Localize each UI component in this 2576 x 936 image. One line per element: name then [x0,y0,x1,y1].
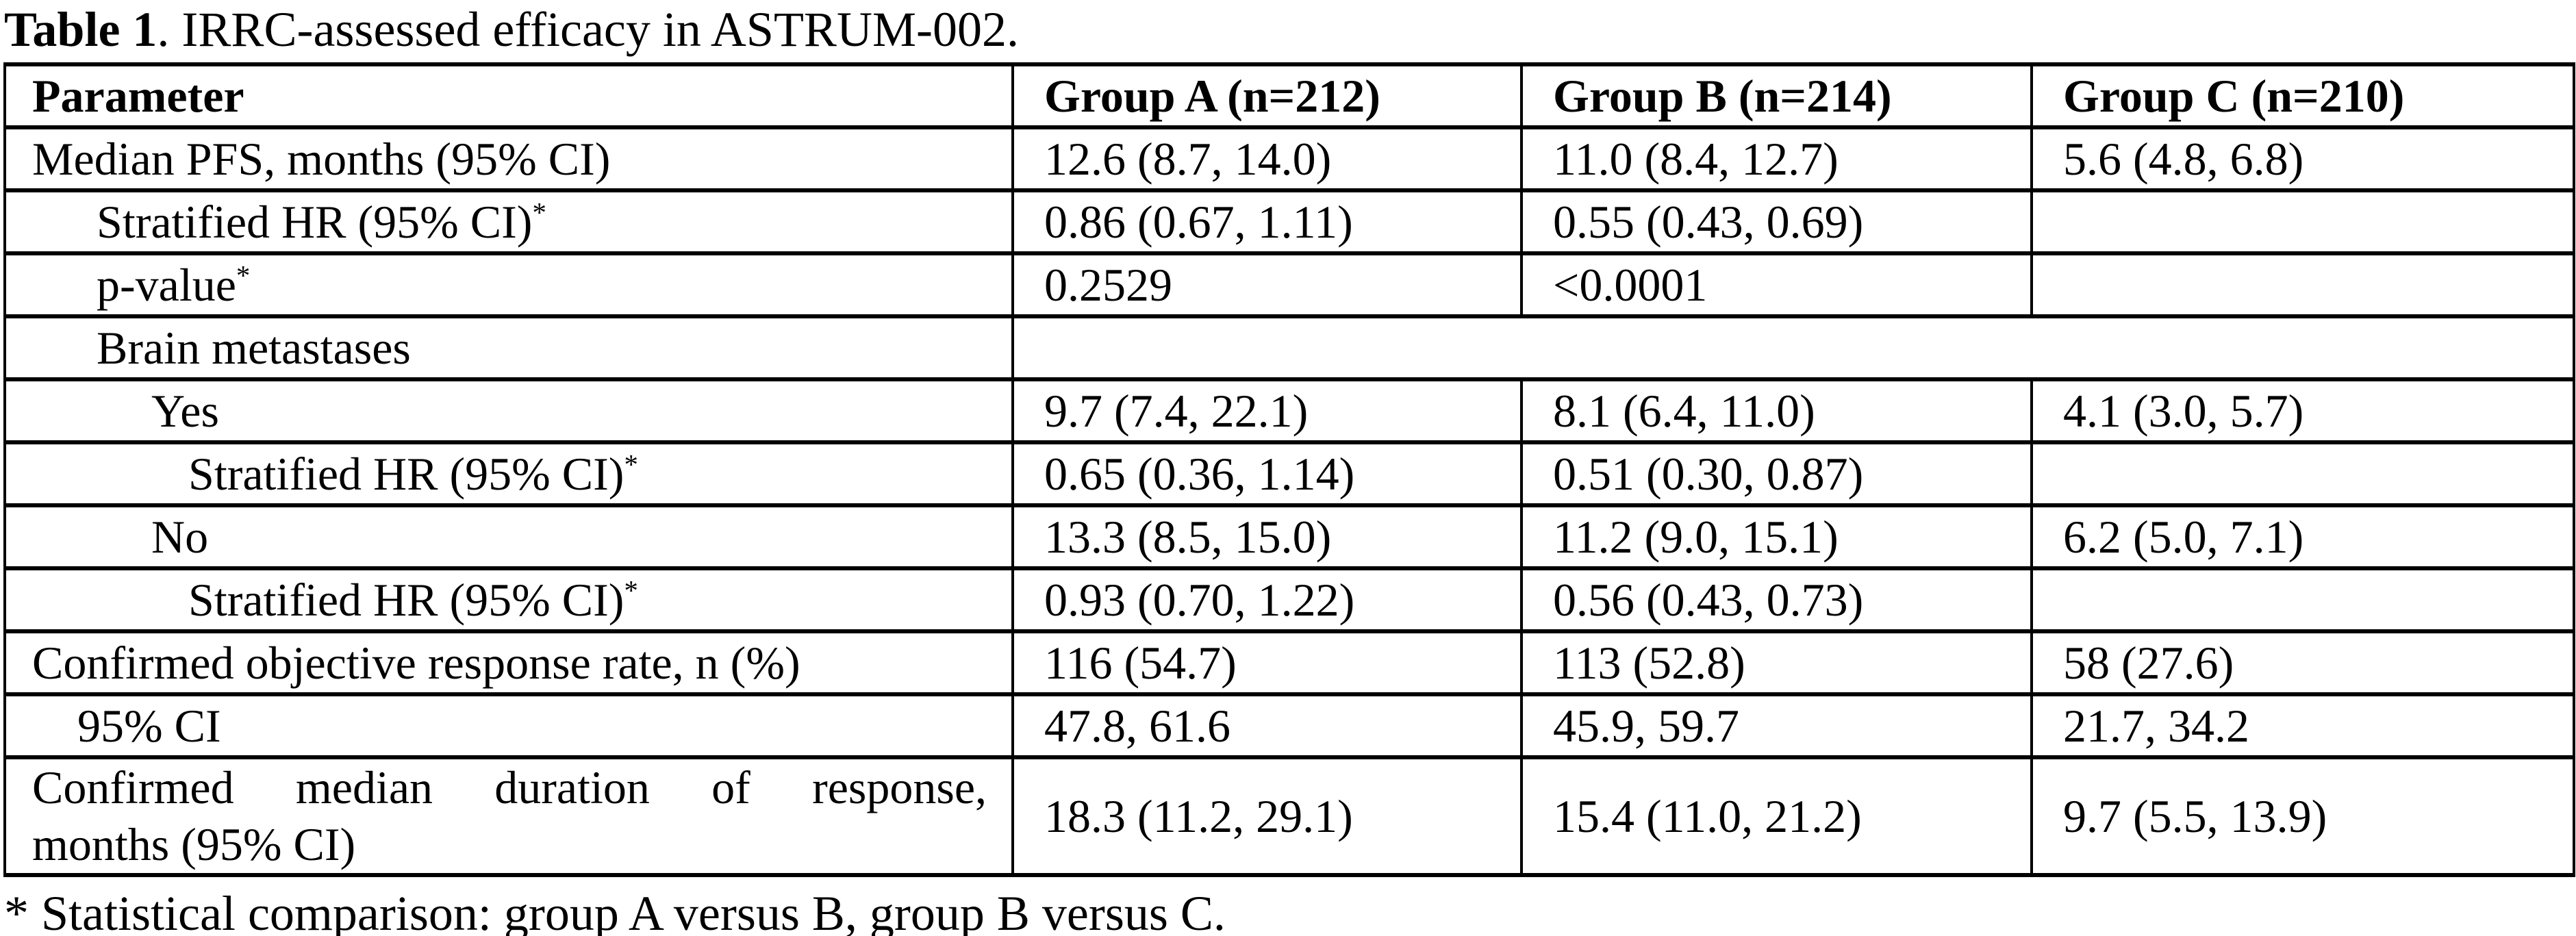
param-cell: Confirmed objective response rate, n (%) [3,629,1014,697]
value-cell-c [2030,440,2575,508]
merged-empty-cell [1011,314,2575,382]
table-row: Stratified HR (95% CI)* 0.86 (0.67, 1.11… [3,188,2575,256]
asterisk-superscript: * [624,575,638,607]
table-row: Stratified HR (95% CI)* 0.65 (0.36, 1.14… [3,440,2575,508]
value-cell-b: 11.0 (8.4, 12.7) [1520,125,2033,193]
value-cell-b: 0.56 (0.43, 0.73) [1520,566,2033,634]
value-cell-a: 47.8, 61.6 [1011,692,1523,760]
value-cell-a: 0.93 (0.70, 1.22) [1011,566,1523,634]
value-cell-b: 45.9, 59.7 [1520,692,2033,760]
col-header-group-b: Group B (n=214) [1520,62,2033,130]
table-row: No 13.3 (8.5, 15.0) 11.2 (9.0, 15.1) 6.2… [3,503,2575,571]
table-row: p-value* 0.2529 <0.0001 [3,251,2575,319]
caption-label: Table 1 [4,2,157,57]
table-row: Brain metastases [3,314,2575,382]
value-cell-c [2030,251,2575,319]
value-cell-a: 18.3 (11.2, 29.1) [1011,755,1523,878]
table-row: Yes 9.7 (7.4, 22.1) 8.1 (6.4, 11.0) 4.1 … [3,377,2575,445]
value-cell-b: <0.0001 [1520,251,2033,319]
value-cell-c: 21.7, 34.2 [2030,692,2575,760]
param-text-line2: months (95% CI) [32,818,356,871]
header-row: Parameter Group A (n=212) Group B (n=214… [3,62,2575,130]
asterisk-superscript: * [236,260,251,292]
table-row: 95% CI 47.8, 61.6 45.9, 59.7 21.7, 34.2 [3,692,2575,760]
param-cell: No [3,503,1014,571]
value-cell-c: 5.6 (4.8, 6.8) [2030,125,2575,193]
param-cell: p-value* [3,251,1014,319]
value-cell-a: 116 (54.7) [1011,629,1523,697]
value-cell-b: 15.4 (11.0, 21.2) [1520,755,2033,878]
param-text: Stratified HR (95% CI) [188,573,624,626]
value-cell-c: 4.1 (3.0, 5.7) [2030,377,2575,445]
table-row: Stratified HR (95% CI)* 0.93 (0.70, 1.22… [3,566,2575,634]
param-text: p-value [97,258,236,311]
value-cell-c [2030,188,2575,256]
col-header-group-c: Group C (n=210) [2030,62,2575,130]
asterisk-superscript: * [532,197,546,229]
value-cell-a: 9.7 (7.4, 22.1) [1011,377,1523,445]
value-cell-a: 13.3 (8.5, 15.0) [1011,503,1523,571]
value-cell-c [2030,566,2575,634]
value-cell-b: 0.51 (0.30, 0.87) [1520,440,2033,508]
param-cell: Stratified HR (95% CI)* [3,440,1014,508]
col-header-parameter: Parameter [3,62,1014,130]
table-row: Confirmed objective response rate, n (%)… [3,629,2575,697]
value-cell-b: 11.2 (9.0, 15.1) [1520,503,2033,571]
value-cell-c: 9.7 (5.5, 13.9) [2030,755,2575,878]
table-row: Confirmed median duration of response, m… [3,755,2575,878]
value-cell-b: 113 (52.8) [1520,629,2033,697]
table-caption: Table 1. IRRC-assessed efficacy in ASTRU… [0,0,2576,62]
value-cell-b: 8.1 (6.4, 11.0) [1520,377,2033,445]
param-text: Stratified HR (95% CI) [97,195,533,248]
param-cell: Yes [3,377,1014,445]
value-cell-a: 12.6 (8.7, 14.0) [1011,125,1523,193]
param-text-line1: Confirmed median duration of response, [32,761,987,814]
value-cell-a: 0.65 (0.36, 1.14) [1011,440,1523,508]
param-cell: Stratified HR (95% CI)* [3,566,1014,634]
value-cell-b: 0.55 (0.43, 0.69) [1520,188,2033,256]
param-cell: Stratified HR (95% CI)* [3,188,1014,256]
param-cell: 95% CI [3,692,1014,760]
param-cell: Brain metastases [3,314,1014,382]
col-header-group-a: Group A (n=212) [1011,62,1523,130]
value-cell-a: 0.86 (0.67, 1.11) [1011,188,1523,256]
value-cell-a: 0.2529 [1011,251,1523,319]
caption-text: . IRRC-assessed efficacy in ASTRUM-002. [157,2,1019,57]
param-cell: Confirmed median duration of response, m… [3,755,1014,878]
table-footnote: * Statistical comparison: group A versus… [4,886,1226,936]
asterisk-superscript: * [624,449,638,481]
table-row: Median PFS, months (95% CI) 12.6 (8.7, 1… [3,125,2575,193]
value-cell-c: 58 (27.6) [2030,629,2575,697]
efficacy-table: Parameter Group A (n=212) Group B (n=214… [3,62,2575,878]
param-cell: Median PFS, months (95% CI) [3,125,1014,193]
param-text: Stratified HR (95% CI) [188,447,624,500]
value-cell-c: 6.2 (5.0, 7.1) [2030,503,2575,571]
